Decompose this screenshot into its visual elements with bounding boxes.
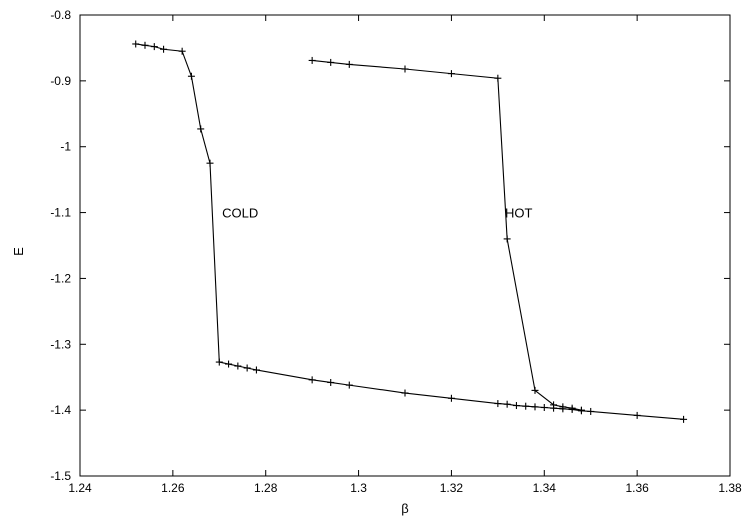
data-point [401, 389, 409, 397]
data-point [531, 386, 539, 394]
series-0 [132, 40, 688, 423]
y-axis-label: E [11, 247, 26, 256]
y-tick-label: -0.9 [50, 74, 71, 88]
data-point [587, 407, 595, 415]
x-tick-label: 1.32 [440, 481, 464, 495]
data-point [178, 47, 186, 55]
data-point [206, 159, 214, 167]
x-tick-label: 1.38 [718, 481, 742, 495]
axis-tick-labels: 1.24 1.26 1.28 1.3 1.32 1.34 1.36 1.38 -1.5 -1.4 -… [50, 8, 742, 495]
annotations: COLD HOT [222, 206, 532, 221]
data-point [512, 402, 520, 410]
data-point [160, 45, 168, 53]
axis-ticks [79, 14, 731, 477]
annotation-hot: HOT [505, 206, 533, 221]
series-line [135, 43, 684, 420]
data-point [132, 40, 140, 48]
data-point [234, 362, 242, 370]
data-point [401, 65, 409, 73]
data-point [540, 404, 548, 412]
data-point [252, 366, 260, 374]
data-point [633, 411, 641, 419]
data-point [531, 403, 539, 411]
data-point [559, 403, 567, 411]
data-point [197, 125, 205, 133]
x-tick-label: 1.3 [350, 481, 367, 495]
data-point [550, 401, 558, 409]
data-point [327, 58, 335, 66]
y-tick-label: -1.4 [50, 403, 71, 417]
x-tick-label: 1.36 [625, 481, 649, 495]
data-point [447, 394, 455, 402]
y-tick-label: -1.3 [50, 337, 71, 351]
data-point [308, 56, 316, 64]
y-tick-label: -0.8 [50, 8, 71, 22]
y-tick-label: -1 [60, 140, 71, 154]
data-series [132, 40, 688, 423]
data-point [215, 358, 223, 366]
data-point [503, 400, 511, 408]
x-tick-label: 1.26 [161, 481, 185, 495]
data-point [522, 402, 530, 410]
data-point [503, 235, 511, 243]
x-tick-label: 1.34 [533, 481, 557, 495]
y-tick-label: -1.5 [50, 469, 71, 483]
data-point [680, 415, 688, 423]
data-point [345, 381, 353, 389]
data-point [345, 60, 353, 68]
data-point [494, 400, 502, 408]
data-point [494, 74, 502, 82]
x-tick-label: 1.24 [68, 481, 92, 495]
data-point [577, 406, 585, 414]
data-point [187, 72, 195, 80]
series-line [312, 59, 582, 411]
data-point [447, 70, 455, 78]
data-point [308, 376, 316, 384]
data-point [141, 41, 149, 49]
annotation-cold: COLD [222, 206, 258, 221]
plot-frame [79, 14, 731, 477]
x-axis-label: β [401, 501, 408, 516]
data-point [568, 404, 576, 412]
y-tick-label: -1.2 [50, 271, 71, 285]
series-1 [308, 56, 585, 414]
x-tick-label: 1.28 [254, 481, 278, 495]
data-point [243, 364, 251, 372]
data-point [225, 360, 233, 368]
y-tick-label: -1.1 [50, 206, 71, 220]
data-point [150, 43, 158, 51]
data-point [327, 378, 335, 386]
